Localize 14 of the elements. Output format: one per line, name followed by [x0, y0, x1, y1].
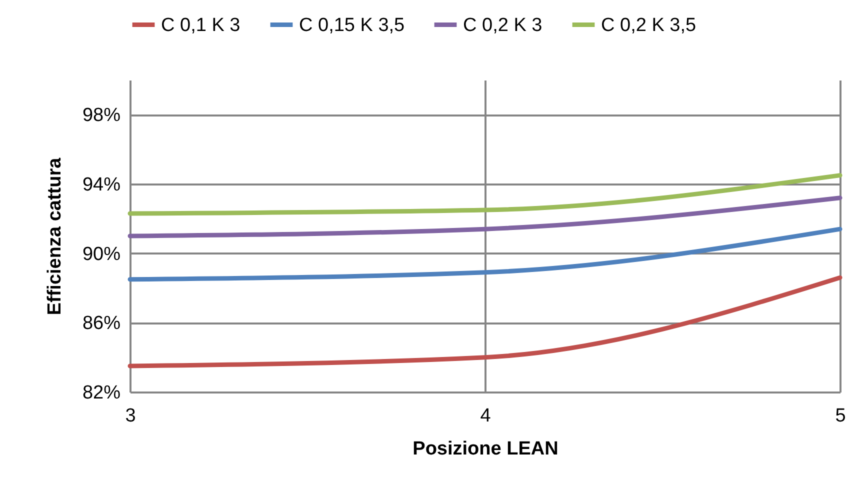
y-tick-label: 98% [82, 105, 121, 126]
y-tick-label: 90% [82, 244, 121, 265]
legend-label: C 0,2 K 3 [463, 14, 542, 36]
legend-label: C 0,15 K 3,5 [299, 14, 405, 36]
legend-label: C 0,1 K 3 [161, 14, 240, 36]
x-tick-label: 3 [125, 406, 136, 426]
y-tick-label: 82% [82, 382, 121, 404]
y-axis-title: Efficienza cattura [44, 157, 66, 316]
x-tick-label: 5 [835, 406, 846, 426]
legend-label: C 0,2 K 3,5 [601, 14, 696, 36]
y-tick-label: 86% [82, 313, 121, 334]
x-tick-label: 4 [480, 406, 492, 426]
x-axis-title: Posizione LEAN [412, 438, 558, 460]
y-tick-label: 94% [82, 174, 121, 196]
